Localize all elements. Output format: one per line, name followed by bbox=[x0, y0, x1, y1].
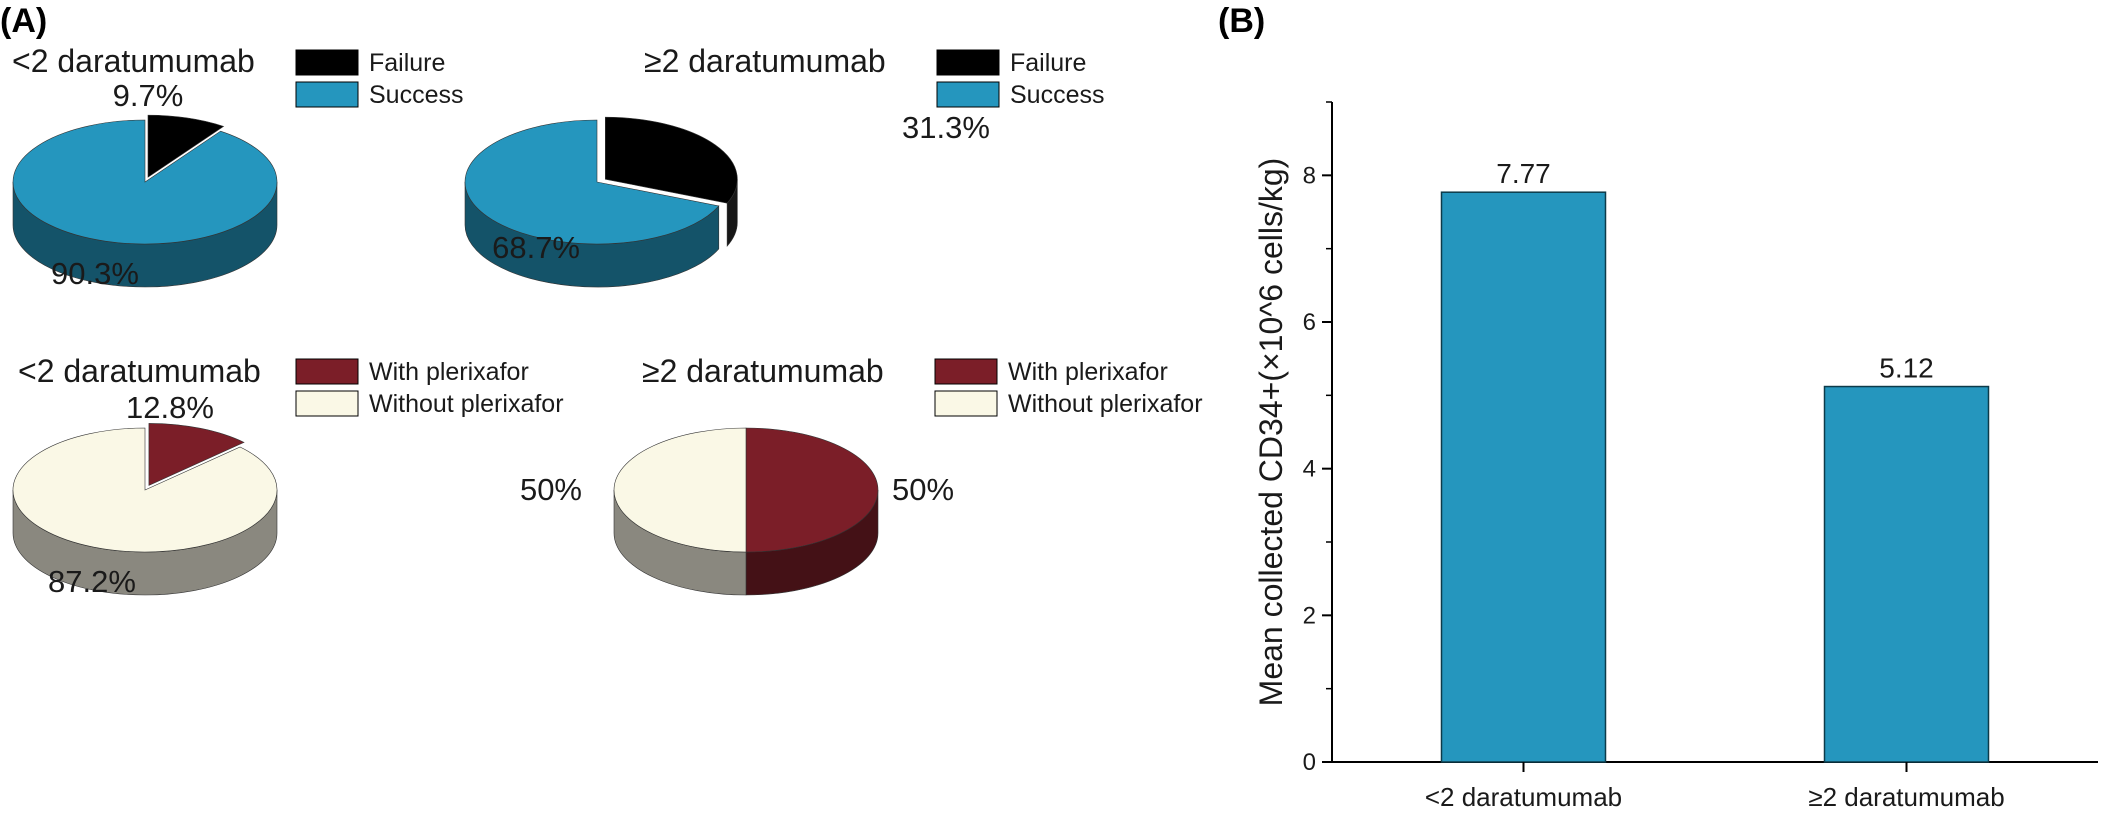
pie-value-label: 68.7% bbox=[492, 230, 580, 265]
panel-label-a: (A) bbox=[0, 2, 47, 40]
bar-chart: 0 2 4 6 8 7.77 <2 daratumumab 5.12 ≥2 daratumuma… bbox=[1253, 101, 2098, 812]
pie-title: <2 daratumumab bbox=[18, 353, 261, 389]
pie-title: ≥2 daratumumab bbox=[644, 43, 886, 79]
pie-title: <2 daratumumab bbox=[12, 43, 255, 79]
y-tick-label: 6 bbox=[1303, 309, 1316, 336]
pie-slice bbox=[12, 119, 278, 245]
pie-value-label: 90.3% bbox=[51, 256, 139, 291]
pie-value-label: 9.7% bbox=[113, 78, 184, 113]
pie-chart-2: ≥2 daratumumab Failure Success 31.3% 68.7% bbox=[464, 43, 1104, 288]
legend-swatch bbox=[295, 358, 359, 385]
pie-chart-4: ≥2 daratumumab With plerixafor Without ple… bbox=[520, 353, 1203, 596]
pie-slice bbox=[613, 427, 747, 553]
legend-swatch bbox=[295, 49, 359, 76]
x-tick-label: <2 daratumumab bbox=[1425, 782, 1622, 812]
pie-slice bbox=[605, 116, 738, 204]
legend-label: With plerixafor bbox=[1008, 358, 1168, 386]
bar-value-label: 7.77 bbox=[1496, 158, 1551, 189]
bar-value-label: 5.12 bbox=[1879, 353, 1934, 384]
y-tick-label: 2 bbox=[1303, 602, 1316, 629]
legend-swatch bbox=[934, 390, 998, 417]
legend-label: Success bbox=[369, 81, 463, 109]
pie-slice bbox=[148, 423, 245, 486]
legend-label: Failure bbox=[369, 49, 445, 77]
pie-slice bbox=[745, 427, 879, 553]
y-tick-label: 4 bbox=[1303, 456, 1316, 483]
pie-slice bbox=[464, 119, 720, 245]
panel-label-b: (B) bbox=[1218, 2, 1265, 40]
pie-value-label: 50% bbox=[892, 472, 954, 507]
legend-swatch bbox=[934, 358, 998, 385]
y-tick-label: 8 bbox=[1303, 162, 1316, 189]
legend-label: With plerixafor bbox=[369, 358, 529, 386]
pie-value-label: 12.8% bbox=[126, 390, 214, 425]
legend-label: Without plerixafor bbox=[1008, 390, 1203, 418]
x-tick-label: ≥2 daratumumab bbox=[1808, 782, 2004, 812]
legend-label: Failure bbox=[1010, 49, 1086, 77]
pie-chart-1: <2 daratumumab Failure Success 9.7% 90.3% bbox=[12, 43, 463, 291]
legend-swatch bbox=[295, 81, 359, 108]
pie-value-label: 87.2% bbox=[48, 564, 136, 599]
pie-slice bbox=[147, 114, 225, 178]
legend-swatch bbox=[295, 390, 359, 417]
pie-chart-3: <2 daratumumab With plerixafor Without ple… bbox=[12, 353, 564, 599]
legend-swatch bbox=[936, 49, 1000, 76]
y-tick-label: 0 bbox=[1303, 749, 1316, 776]
bar bbox=[1440, 191, 1607, 763]
pie-value-label: 31.3% bbox=[902, 110, 990, 145]
pie-slice bbox=[12, 427, 278, 553]
pie-title: ≥2 daratumumab bbox=[642, 353, 884, 389]
legend-label: Without plerixafor bbox=[369, 390, 564, 418]
pie-value-label: 50% bbox=[520, 472, 582, 507]
bar bbox=[1823, 385, 1990, 763]
y-axis-title: Mean collected CD34+(×10^6 cells/kg) bbox=[1253, 158, 1289, 707]
legend-swatch bbox=[936, 81, 1000, 108]
legend-label: Success bbox=[1010, 81, 1104, 109]
